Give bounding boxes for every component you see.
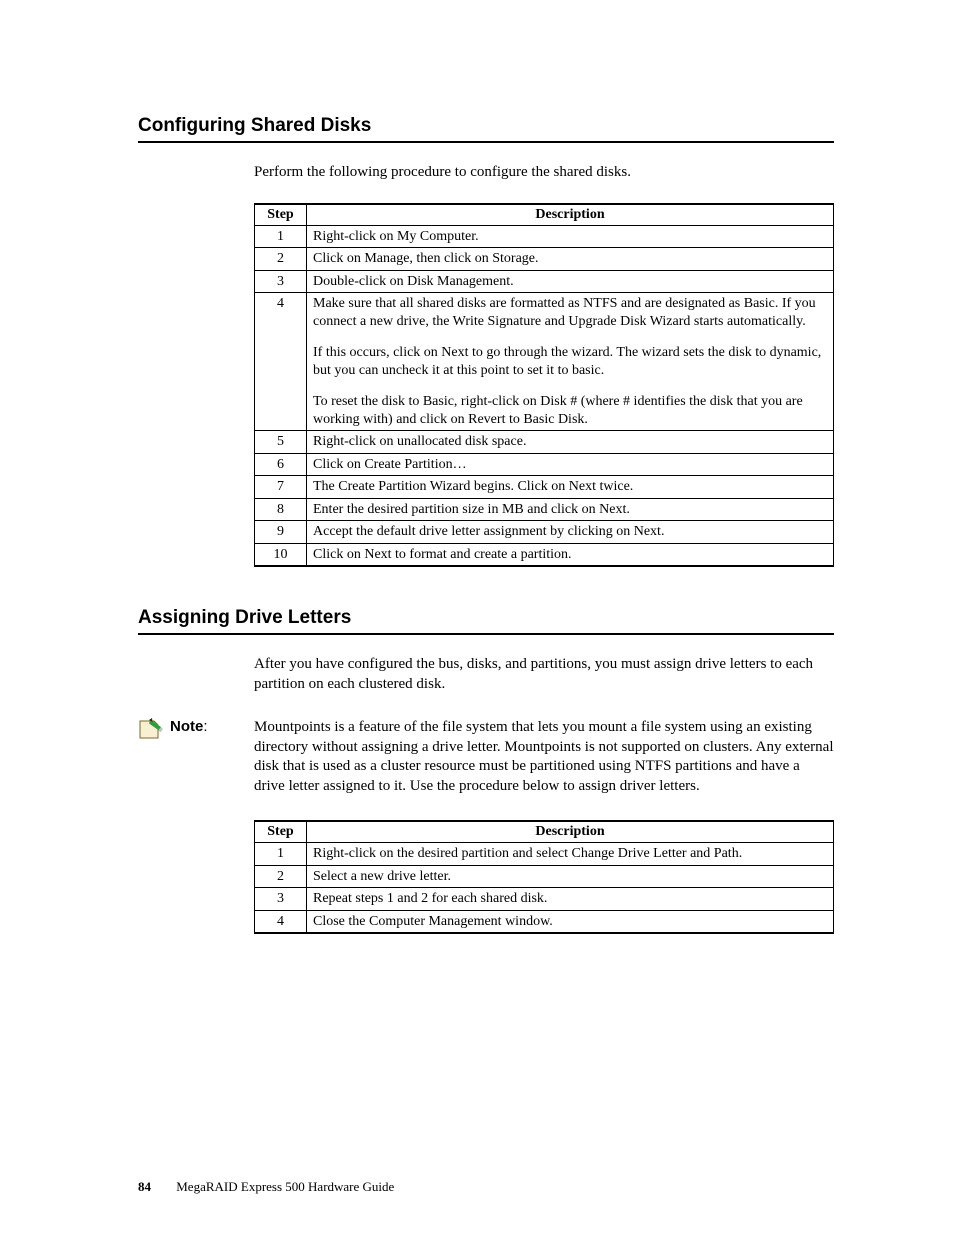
note-pencil-icon xyxy=(138,718,166,740)
page-number: 84 xyxy=(138,1179,151,1194)
cell-step: 10 xyxy=(255,543,307,566)
cell-desc: Click on Create Partition… xyxy=(307,453,834,476)
cell-step: 6 xyxy=(255,453,307,476)
table-row: 1Right-click on My Computer. xyxy=(255,225,834,248)
col-step: Step xyxy=(255,204,307,226)
section1-intro: Perform the following procedure to confi… xyxy=(254,163,834,183)
section2-intro: After you have configured the bus, disks… xyxy=(254,655,834,694)
cell-desc: Right-click on My Computer. xyxy=(307,225,834,248)
table-row: 2Click on Manage, then click on Storage. xyxy=(255,248,834,271)
cell-step: 1 xyxy=(255,843,307,866)
cell-step: 7 xyxy=(255,476,307,499)
cell-desc: Close the Computer Management window. xyxy=(307,910,834,933)
note-body-wrap: Mountpoints is a feature of the file sys… xyxy=(254,718,834,974)
cell-desc: Click on Manage, then click on Storage. xyxy=(307,248,834,271)
table-row: 4Make sure that all shared disks are for… xyxy=(255,293,834,431)
section1-table: Step Description 1Right-click on My Comp… xyxy=(254,203,834,568)
cell-step: 2 xyxy=(255,248,307,271)
note-label-block: Note: xyxy=(138,718,254,740)
table-row: 9Accept the default drive letter assignm… xyxy=(255,521,834,544)
table-row: 4Close the Computer Management window. xyxy=(255,910,834,933)
cell-desc: Right-click on unallocated disk space. xyxy=(307,431,834,454)
col-desc: Description xyxy=(307,204,834,226)
cell-desc: The Create Partition Wizard begins. Clic… xyxy=(307,476,834,499)
table-row: 7The Create Partition Wizard begins. Cli… xyxy=(255,476,834,499)
cell-step: 8 xyxy=(255,498,307,521)
cell-step: 3 xyxy=(255,270,307,293)
cell-step: 5 xyxy=(255,431,307,454)
note-row: Note: Mountpoints is a feature of the fi… xyxy=(138,718,834,974)
table-header-row: Step Description xyxy=(255,204,834,226)
cell-desc-paragraph: Make sure that all shared disks are form… xyxy=(313,295,827,330)
cell-desc-paragraph: If this occurs, click on Next to go thro… xyxy=(313,344,827,379)
table-header-row: Step Description xyxy=(255,821,834,843)
cell-step: 3 xyxy=(255,888,307,911)
section2-intro-block: After you have configured the bus, disks… xyxy=(254,655,834,694)
section1-heading: Configuring Shared Disks xyxy=(138,115,834,143)
page-footer: 84 MegaRAID Express 500 Hardware Guide xyxy=(138,1179,394,1195)
cell-step: 9 xyxy=(255,521,307,544)
section2-heading: Assigning Drive Letters xyxy=(138,607,834,635)
table-row: 10Click on Next to format and create a p… xyxy=(255,543,834,566)
table-row: 8Enter the desired partition size in MB … xyxy=(255,498,834,521)
note-body: Mountpoints is a feature of the file sys… xyxy=(254,718,834,796)
table-row: 6Click on Create Partition… xyxy=(255,453,834,476)
table-row: 3Repeat steps 1 and 2 for each shared di… xyxy=(255,888,834,911)
cell-step: 1 xyxy=(255,225,307,248)
cell-step: 4 xyxy=(255,293,307,431)
col-step: Step xyxy=(255,821,307,843)
section1-body: Perform the following procedure to confi… xyxy=(254,163,834,567)
cell-desc-paragraph: To reset the disk to Basic, right-click … xyxy=(313,393,827,428)
cell-desc: Select a new drive letter. xyxy=(307,865,834,888)
col-desc: Description xyxy=(307,821,834,843)
table-row: 1Right-click on the desired partition an… xyxy=(255,843,834,866)
table-row: 3Double-click on Disk Management. xyxy=(255,270,834,293)
cell-step: 2 xyxy=(255,865,307,888)
cell-desc: Click on Next to format and create a par… xyxy=(307,543,834,566)
cell-desc: Double-click on Disk Management. xyxy=(307,270,834,293)
cell-desc: Repeat steps 1 and 2 for each shared dis… xyxy=(307,888,834,911)
cell-step: 4 xyxy=(255,910,307,933)
cell-desc: Accept the default drive letter assignme… xyxy=(307,521,834,544)
cell-desc: Enter the desired partition size in MB a… xyxy=(307,498,834,521)
table-row: 5Right-click on unallocated disk space. xyxy=(255,431,834,454)
cell-desc: Right-click on the desired partition and… xyxy=(307,843,834,866)
table-row: 2Select a new drive letter. xyxy=(255,865,834,888)
guide-title: MegaRAID Express 500 Hardware Guide xyxy=(176,1179,394,1194)
page: Configuring Shared Disks Perform the fol… xyxy=(0,0,954,1235)
cell-desc: Make sure that all shared disks are form… xyxy=(307,293,834,431)
section2-table: Step Description 1Right-click on the des… xyxy=(254,820,834,934)
note-label: Note: xyxy=(170,718,208,735)
